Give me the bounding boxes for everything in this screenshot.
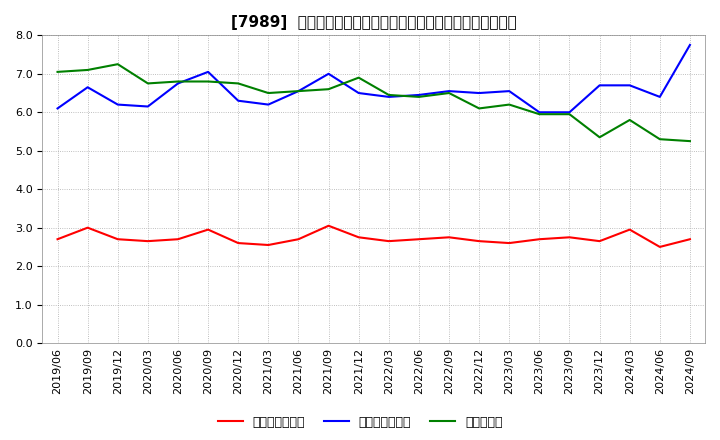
売上債権回転率 bbox=[505, 240, 513, 246]
在庫回転率 bbox=[234, 81, 243, 86]
Title: [7989]  売上債権回転率、買入債務回転率、在庫回転率の推移: [7989] 売上債権回転率、買入債務回転率、在庫回転率の推移 bbox=[231, 15, 517, 30]
売上債権回転率 bbox=[565, 235, 574, 240]
買入債務回転率 bbox=[174, 81, 182, 86]
買入債務回転率 bbox=[204, 69, 212, 74]
在庫回転率 bbox=[384, 92, 393, 98]
売上債権回転率 bbox=[535, 237, 544, 242]
売上債権回転率 bbox=[354, 235, 363, 240]
買入債務回転率 bbox=[535, 110, 544, 115]
在庫回転率 bbox=[655, 136, 664, 142]
在庫回転率 bbox=[535, 112, 544, 117]
買入債務回転率 bbox=[264, 102, 273, 107]
買入債務回転率 bbox=[595, 83, 604, 88]
売上債権回転率 bbox=[655, 244, 664, 249]
売上債権回転率 bbox=[324, 223, 333, 228]
在庫回転率 bbox=[53, 69, 62, 74]
売上債権回転率 bbox=[264, 242, 273, 248]
在庫回転率 bbox=[174, 79, 182, 84]
在庫回転率 bbox=[114, 62, 122, 67]
買入債務回転率 bbox=[84, 84, 92, 90]
売上債権回転率 bbox=[415, 237, 423, 242]
Line: 在庫回転率: 在庫回転率 bbox=[58, 64, 690, 141]
売上債権回転率 bbox=[626, 227, 634, 232]
買入債務回転率 bbox=[415, 92, 423, 98]
在庫回転率 bbox=[294, 88, 303, 94]
買入債務回転率 bbox=[114, 102, 122, 107]
買入債務回転率 bbox=[565, 110, 574, 115]
在庫回転率 bbox=[204, 79, 212, 84]
売上債権回転率 bbox=[174, 237, 182, 242]
売上債権回転率 bbox=[234, 240, 243, 246]
在庫回転率 bbox=[324, 87, 333, 92]
在庫回転率 bbox=[354, 75, 363, 80]
買入債務回転率 bbox=[505, 88, 513, 94]
Line: 買入債務回転率: 買入債務回転率 bbox=[58, 45, 690, 112]
買入債務回転率 bbox=[234, 98, 243, 103]
買入債務回転率 bbox=[474, 90, 483, 95]
在庫回転率 bbox=[505, 102, 513, 107]
買入債務回転率 bbox=[143, 104, 152, 109]
売上債権回転率 bbox=[53, 237, 62, 242]
買入債務回転率 bbox=[655, 94, 664, 99]
在庫回転率 bbox=[84, 67, 92, 73]
売上債権回転率 bbox=[84, 225, 92, 230]
売上債権回転率 bbox=[474, 238, 483, 244]
売上債権回転率 bbox=[685, 237, 694, 242]
売上債権回転率 bbox=[445, 235, 454, 240]
売上債権回転率 bbox=[114, 237, 122, 242]
在庫回転率 bbox=[565, 112, 574, 117]
在庫回転率 bbox=[143, 81, 152, 86]
在庫回転率 bbox=[415, 94, 423, 99]
在庫回転率 bbox=[685, 139, 694, 144]
売上債権回転率 bbox=[143, 238, 152, 244]
売上債権回転率 bbox=[384, 238, 393, 244]
売上債権回転率 bbox=[294, 237, 303, 242]
売上債権回転率 bbox=[204, 227, 212, 232]
買入債務回転率 bbox=[384, 94, 393, 99]
買入債務回転率 bbox=[445, 88, 454, 94]
在庫回転率 bbox=[595, 135, 604, 140]
買入債務回転率 bbox=[324, 71, 333, 77]
在庫回転率 bbox=[474, 106, 483, 111]
買入債務回転率 bbox=[354, 90, 363, 95]
買入債務回転率 bbox=[685, 42, 694, 48]
売上債権回転率 bbox=[595, 238, 604, 244]
買入債務回転率 bbox=[626, 83, 634, 88]
Line: 売上債権回転率: 売上債権回転率 bbox=[58, 226, 690, 247]
在庫回転率 bbox=[445, 90, 454, 95]
在庫回転率 bbox=[264, 90, 273, 95]
買入債務回転率 bbox=[294, 88, 303, 94]
Legend: 売上債権回転率, 買入債務回転率, 在庫回転率: 売上債権回転率, 買入債務回転率, 在庫回転率 bbox=[212, 411, 508, 434]
在庫回転率 bbox=[626, 117, 634, 123]
買入債務回転率 bbox=[53, 106, 62, 111]
